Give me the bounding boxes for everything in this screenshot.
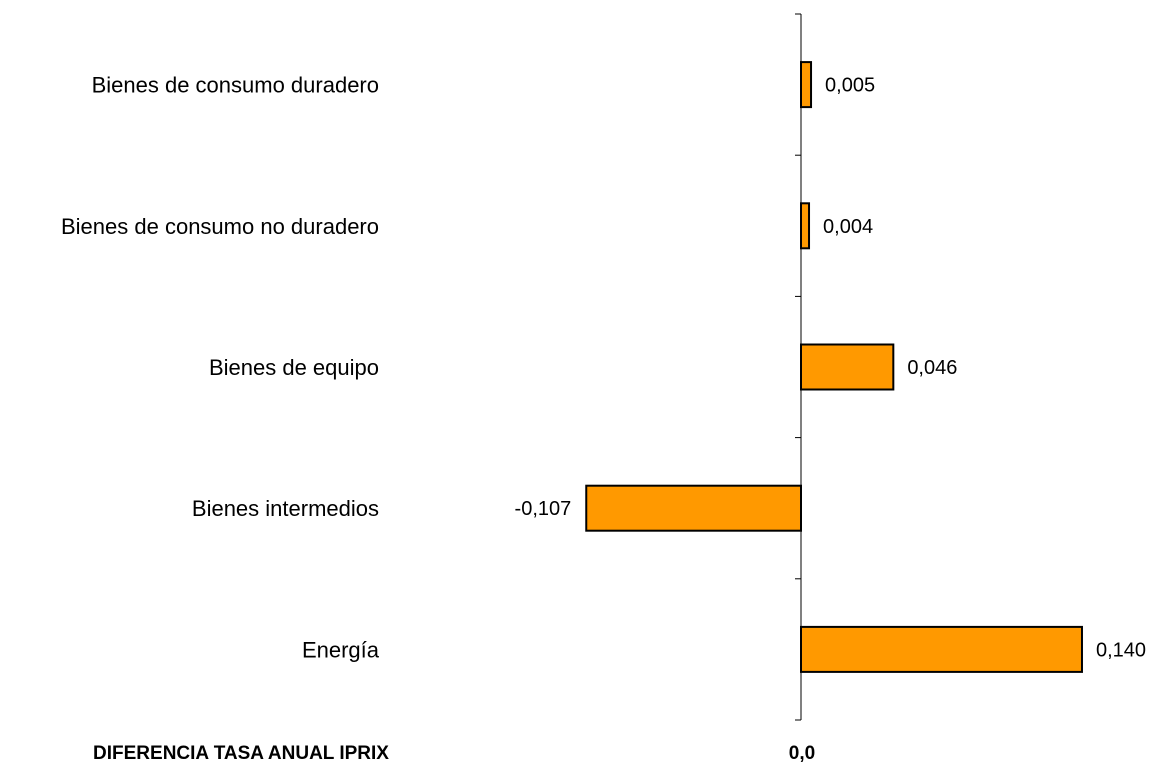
category-label: Bienes de equipo: [209, 355, 379, 380]
bar: [800, 625, 1083, 673]
category-label: Bienes de consumo duradero: [92, 73, 379, 98]
bar: [800, 202, 811, 250]
bars-group: [585, 61, 1083, 673]
axis-ticks: [795, 13, 801, 721]
value-label: 0,005: [825, 75, 875, 97]
value-label: 0,140: [1096, 639, 1146, 661]
category-label: Energía: [302, 637, 380, 662]
category-label: Bienes de consumo no duradero: [61, 214, 379, 239]
axis-zero-label: 0,0: [789, 743, 815, 764]
category-label: Bienes intermedios: [192, 496, 379, 521]
bar: [585, 484, 802, 532]
value-label: 0,004: [823, 216, 873, 238]
value-labels: 0,005 0,004 0,046 -0,107 0,140: [515, 75, 1147, 662]
value-label: 0,046: [907, 357, 957, 379]
value-label: -0,107: [515, 498, 572, 520]
category-labels: Bienes de consumo duradero Bienes de cons…: [61, 73, 380, 663]
chart-title: DIFERENCIA TASA ANUAL IPRIX: [93, 743, 389, 764]
bar: [800, 343, 895, 391]
bar: [800, 61, 813, 109]
